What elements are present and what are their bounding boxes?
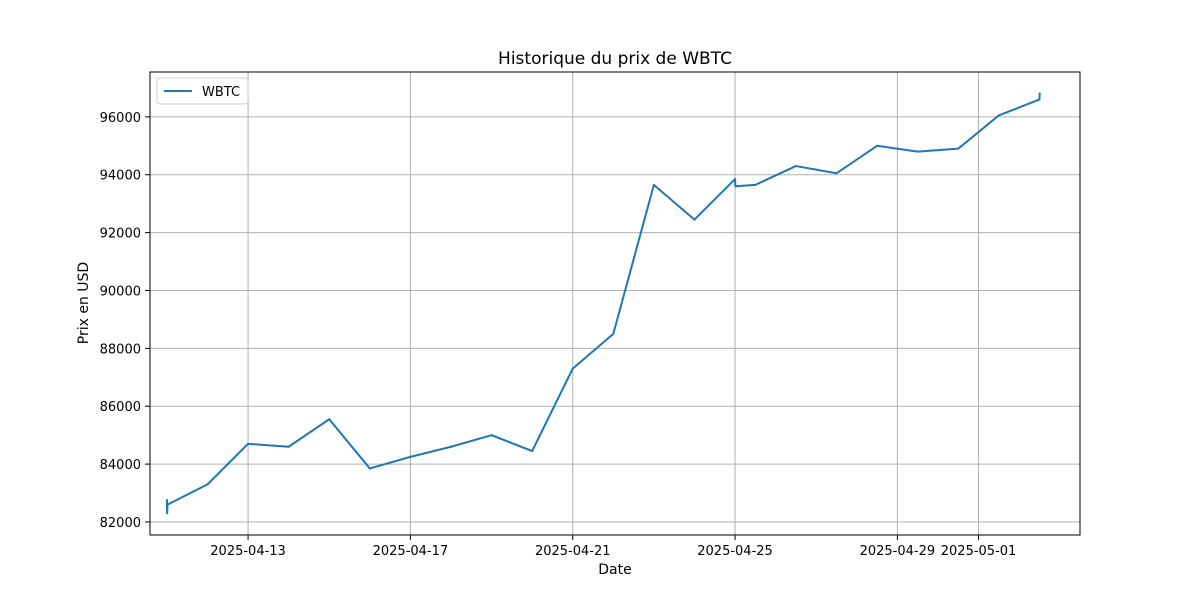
data-point bbox=[287, 445, 290, 448]
data-point bbox=[531, 450, 534, 453]
x-tick-label: 2025-05-01 bbox=[941, 544, 1017, 559]
legend: WBTC bbox=[156, 77, 249, 105]
x-tick-label: 2025-04-21 bbox=[535, 544, 611, 559]
data-point bbox=[734, 178, 737, 181]
legend-box bbox=[156, 77, 249, 105]
y-tick-label: 82000 bbox=[100, 516, 141, 531]
y-tick-label: 88000 bbox=[100, 342, 141, 357]
data-point bbox=[449, 445, 452, 448]
chart-title: Historique du prix de WBTC bbox=[498, 49, 732, 69]
data-point bbox=[166, 512, 169, 515]
y-axis-title: Prix en USD bbox=[76, 262, 92, 344]
x-axis-ticks: 2025-04-13 2025-04-17 2025-04-21 2025-04-25… bbox=[210, 535, 1016, 559]
data-point bbox=[754, 183, 757, 186]
series-layer bbox=[165, 92, 1041, 515]
data-point bbox=[916, 150, 919, 153]
data-point bbox=[1038, 92, 1041, 95]
data-point bbox=[206, 483, 209, 486]
data-point bbox=[409, 455, 412, 458]
x-axis-title: Date bbox=[598, 562, 631, 578]
data-point bbox=[165, 499, 168, 502]
x-tick-label: 2025-04-25 bbox=[697, 544, 773, 559]
data-point bbox=[997, 114, 1000, 117]
data-point bbox=[652, 183, 655, 186]
data-point bbox=[835, 172, 838, 175]
data-point bbox=[1038, 98, 1041, 101]
y-tick-label: 84000 bbox=[100, 458, 141, 473]
x-tick-label: 2025-04-17 bbox=[373, 544, 449, 559]
y-tick-label: 94000 bbox=[100, 169, 141, 184]
data-point bbox=[571, 367, 574, 370]
grid bbox=[150, 72, 1080, 535]
data-point bbox=[794, 165, 797, 168]
y-tick-label: 96000 bbox=[100, 111, 141, 126]
data-point bbox=[490, 434, 493, 437]
data-point bbox=[247, 442, 250, 445]
y-tick-label: 92000 bbox=[100, 227, 141, 242]
y-axis-ticks: 82000 84000 86000 88000 90000 92000 94000 96000 bbox=[100, 111, 150, 531]
data-point bbox=[166, 503, 169, 506]
x-tick-label: 2025-04-29 bbox=[860, 544, 936, 559]
data-point bbox=[693, 218, 696, 221]
data-point bbox=[876, 144, 879, 147]
data-point bbox=[734, 185, 737, 188]
legend-label: WBTC bbox=[202, 85, 240, 100]
data-point bbox=[957, 147, 960, 150]
x-tick-label: 2025-04-13 bbox=[210, 544, 286, 559]
data-point bbox=[328, 418, 331, 421]
data-point bbox=[612, 332, 615, 335]
y-tick-label: 90000 bbox=[100, 284, 141, 299]
y-tick-label: 86000 bbox=[100, 400, 141, 415]
data-point bbox=[368, 467, 371, 470]
plot-frame bbox=[149, 71, 1081, 536]
